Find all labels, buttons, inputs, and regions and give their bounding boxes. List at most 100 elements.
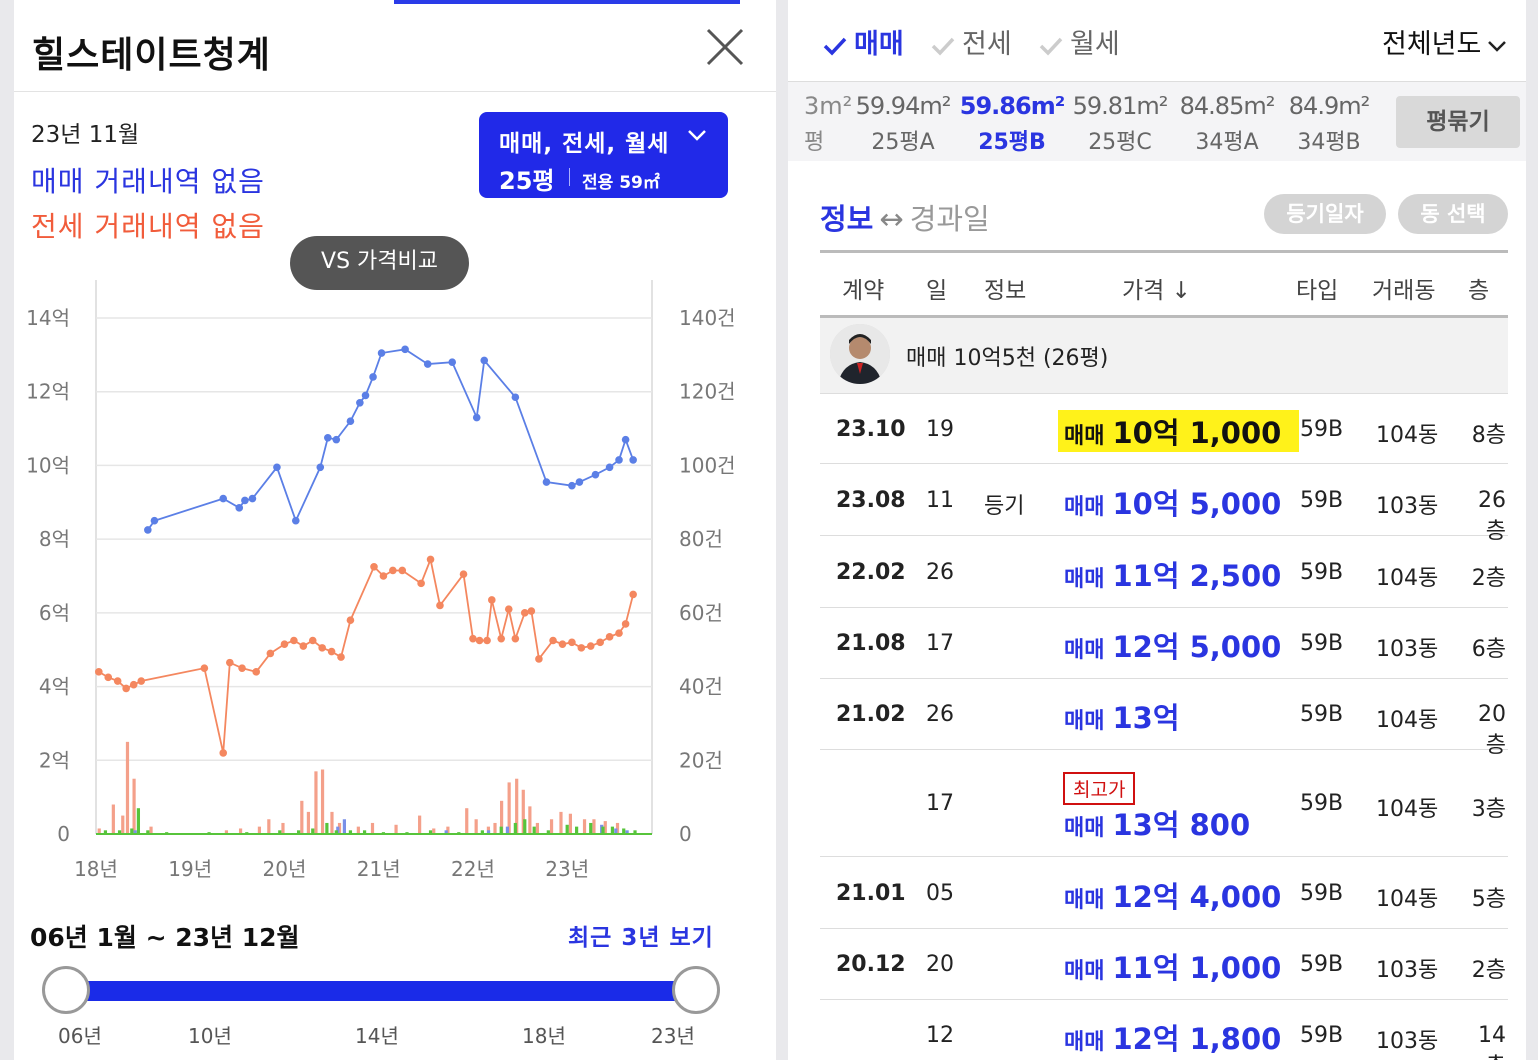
series-point-1 [200, 664, 209, 672]
area-item-25c[interactable]: 59.81m² 25평C [1065, 92, 1175, 156]
series-point-1 [398, 566, 407, 575]
range-slider-track[interactable] [66, 981, 696, 1001]
table-row[interactable]: 21.01 05 59B 104동 5층 매매 12억 4,000 [820, 858, 1508, 929]
unit-type: 59B [1300, 791, 1344, 816]
x-tick-label: 23년 [545, 857, 589, 881]
group-pyeong-button[interactable]: 평묶기 [1396, 96, 1520, 148]
volume-bar-green [325, 822, 329, 834]
tab-wolse[interactable]: 월세 [1038, 22, 1120, 61]
volume-bar-red [111, 804, 115, 834]
contract-date: 22.02 [836, 560, 906, 585]
volume-bar-blue [444, 830, 448, 834]
volume-bar-red [465, 808, 469, 834]
header-contract[interactable]: 계약 [842, 278, 885, 304]
filter-types-label: 매매, 전세, 월세 [499, 131, 670, 157]
complex-panel: 힐스테이트청계 23년 11월 매매 거래내역 없음 전세 거래내역 없음 매매… [14, 0, 776, 1060]
volume-bar-green [480, 830, 484, 834]
agent-listing-row[interactable]: 매매 10억5천 (26평) [820, 318, 1508, 394]
year-select-label: 전체년도 [1382, 29, 1482, 60]
y-left-tick-label: 14억 [26, 306, 70, 330]
area-item-25b[interactable]: 59.86m² 25평B [957, 92, 1067, 156]
deal-price: 매매 12억 1,800 [1064, 1016, 1281, 1058]
y-right-tick-label: 80건 [679, 527, 723, 551]
y-right-tick-label: 100건 [679, 453, 736, 477]
volume-bar-red [224, 830, 229, 834]
complex-name: 힐스테이트청계 [32, 35, 271, 76]
deal-price: 매매 13억 800 [1064, 802, 1250, 844]
volume-bar-red [314, 771, 318, 834]
area-item-34b[interactable]: 84.9m² 34평B [1274, 92, 1384, 156]
contract-date: 21.01 [836, 881, 906, 906]
deal-amount: 11억 2,500 [1112, 559, 1282, 593]
volume-bar-green [334, 830, 338, 834]
building-dong: 103동 [1376, 1029, 1439, 1054]
close-button[interactable] [704, 26, 746, 68]
volume-bar-green [130, 828, 134, 834]
info-elapsed-toggle[interactable]: 정보 ↔ 경과일 [820, 196, 990, 238]
tab-sale[interactable]: 매매 [822, 22, 904, 61]
sale-status: 매매 거래내역 없음 [31, 165, 265, 198]
series-point-1 [379, 572, 388, 580]
series-point-1 [104, 673, 113, 682]
building-dong: 104동 [1376, 797, 1439, 822]
series-point-0 [615, 456, 623, 464]
unit-type: 59B [1300, 560, 1344, 585]
deal-kind: 매매 [1064, 495, 1105, 520]
series-point-1 [605, 633, 614, 641]
year-select[interactable]: 전체년도 [1382, 22, 1507, 61]
header-floor[interactable]: 층 [1468, 278, 1490, 304]
header-dong[interactable]: 거래동 [1372, 278, 1436, 304]
volume-bar-red [267, 819, 271, 834]
y-right-tick-label: 40건 [679, 675, 723, 699]
series-point-0 [369, 373, 377, 381]
table-row[interactable]: 12 59B 103동 14층 매매 12억 1,800 [820, 1000, 1508, 1060]
volume-bar-red [356, 826, 360, 834]
header-day[interactable]: 일 [926, 278, 948, 304]
area-item-34a[interactable]: 84.85m² 34평A [1172, 92, 1282, 156]
toggle-info-label: 정보 [820, 202, 874, 236]
table-row[interactable]: 21.08 17 59B 103동 6층 매매 12억 5,000 [820, 608, 1508, 679]
deal-kind: 매매 [1064, 1030, 1105, 1055]
floor: 2층 [1471, 566, 1506, 591]
person-icon [830, 324, 890, 384]
area-pyeong: 34평A [1195, 130, 1259, 155]
floor: 14층 [1478, 1023, 1506, 1060]
deal-amount: 12억 4,000 [1112, 880, 1282, 914]
series-point-0 [361, 391, 370, 400]
table-row[interactable]: 23.10 19 59B 104동 8층 매매 10억 1,000 [820, 394, 1508, 464]
building-dong: 103동 [1376, 494, 1439, 519]
series-point-1 [346, 616, 355, 625]
table-row[interactable]: 21.02 26 59B 104동 20층 매매 13억 [820, 679, 1508, 758]
volume-bar-green [348, 830, 353, 834]
area-pyeong: 25평A [871, 130, 935, 155]
tab-jeonse[interactable]: 전세 [930, 22, 1012, 61]
table-row[interactable]: 23.08 11 등기 59B 103동 26층 매매 10억 5,000 [820, 465, 1508, 544]
table-row[interactable]: 17 59B 104동 3층 매매 13억 800 최고가 [820, 750, 1508, 857]
slider-tick-label: 10년 [188, 1024, 232, 1048]
volume-bar-green [513, 822, 517, 834]
select-dong-button[interactable]: 동 선택 [1398, 194, 1508, 234]
vs-compare-button[interactable]: VS 가격비교 [290, 236, 469, 290]
series-point-1 [337, 653, 345, 661]
contract-date: 23.10 [836, 417, 906, 442]
series-point-0 [377, 349, 386, 357]
range-slider-end-handle[interactable] [672, 966, 720, 1014]
area-pyeong: 평 [804, 130, 825, 155]
header-price[interactable]: 가격 ↓ [1122, 278, 1191, 304]
floor: 5층 [1471, 887, 1506, 912]
table-row[interactable]: 20.12 20 59B 103동 2층 매매 11억 1,000 [820, 929, 1508, 1000]
volume-bar-blue [625, 830, 629, 834]
table-row[interactable]: 22.02 26 59B 104동 2층 매매 11억 2,500 [820, 537, 1508, 608]
series-point-0 [332, 435, 341, 444]
area-item-25a[interactable]: 59.94m² 25평A [848, 92, 958, 156]
range-slider-start-handle[interactable] [42, 966, 90, 1014]
deal-amount: 12억 5,000 [1112, 630, 1282, 664]
type-size-filter-button[interactable]: 매매, 전세, 월세 25평 전용 59㎡ [479, 112, 728, 198]
recent-3-years-button[interactable]: 최근 3년 보기 [568, 925, 714, 951]
registration-date-button[interactable]: 등기일자 [1264, 194, 1386, 234]
volume-bar-red [592, 819, 596, 834]
header-type[interactable]: 타입 [1296, 278, 1339, 304]
chevron-down-icon [688, 130, 706, 141]
area-item-partial[interactable]: 3m² 평 [804, 92, 852, 156]
header-info[interactable]: 정보 [984, 278, 1027, 304]
